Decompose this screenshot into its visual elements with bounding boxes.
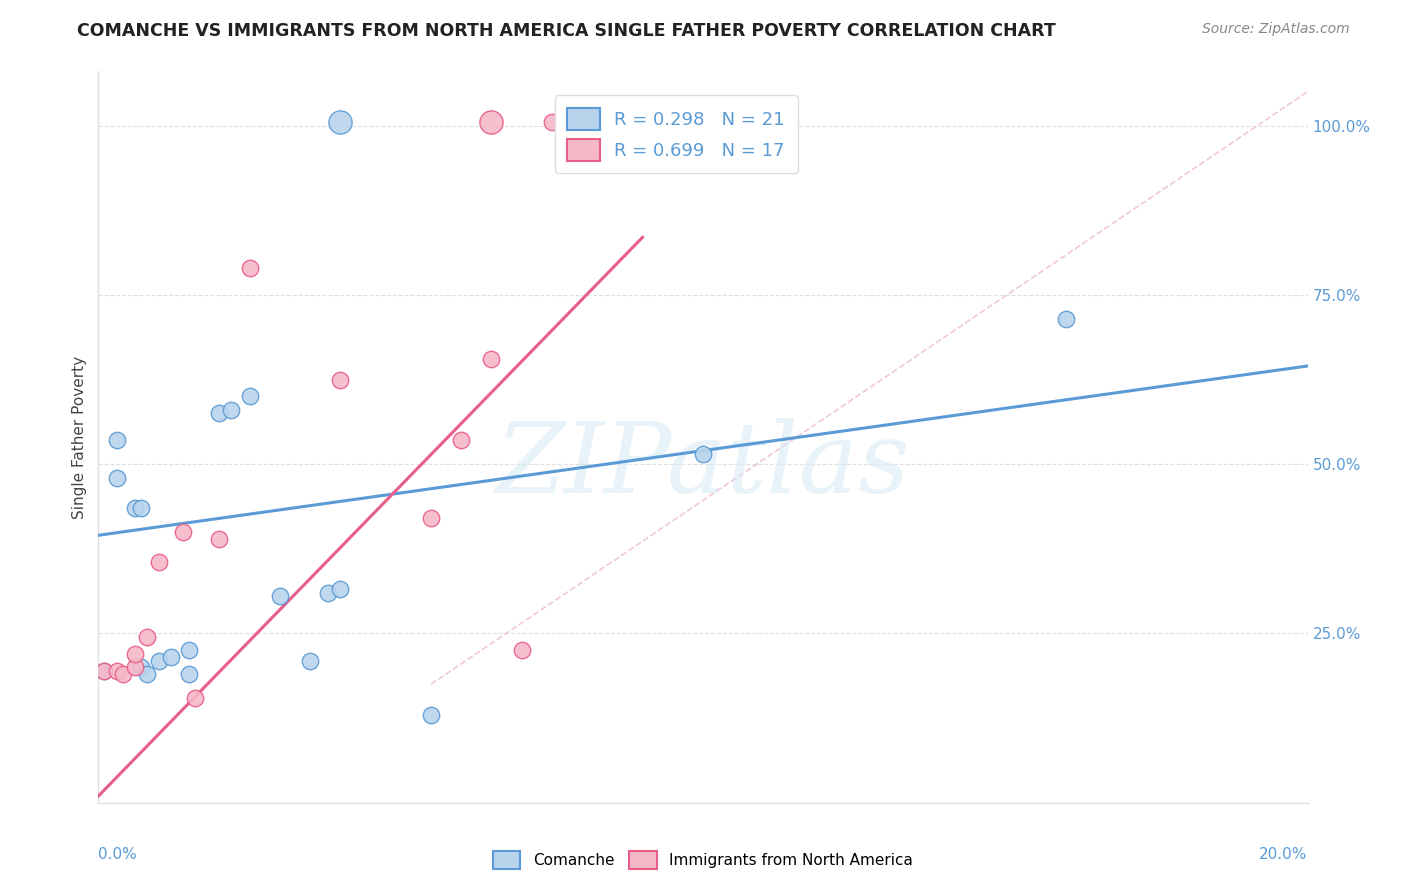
Point [160, 650, 183, 665]
Y-axis label: Single Father Poverty: Single Father Poverty [72, 356, 87, 518]
Point [184, 690, 207, 705]
Point [208, 532, 231, 546]
Point [124, 647, 146, 661]
Point [510, 643, 533, 657]
Point [105, 434, 128, 448]
Point [179, 643, 201, 657]
Point [316, 586, 339, 600]
Point [135, 667, 157, 681]
Point [208, 406, 231, 420]
Text: 0.0%: 0.0% [98, 847, 138, 862]
Point [1054, 311, 1077, 326]
Point [329, 115, 352, 129]
Point [93, 664, 115, 678]
Point [111, 667, 134, 681]
Point [221, 403, 243, 417]
Text: 20.0%: 20.0% [1260, 847, 1308, 862]
Point [269, 589, 291, 603]
Point [105, 471, 128, 485]
Point [299, 654, 322, 668]
Point [129, 660, 152, 674]
Text: Source: ZipAtlas.com: Source: ZipAtlas.com [1202, 22, 1350, 37]
Point [239, 389, 262, 403]
Point [692, 447, 714, 461]
Point [540, 115, 562, 129]
Point [481, 352, 503, 367]
Point [129, 501, 152, 516]
Point [93, 664, 115, 678]
Point [420, 707, 443, 722]
Point [148, 654, 170, 668]
Point [239, 260, 262, 275]
Point [481, 115, 503, 129]
Point [179, 667, 201, 681]
Text: ZIPatlas: ZIPatlas [496, 418, 910, 514]
Point [135, 630, 157, 644]
Legend: Comanche, Immigrants from North America: Comanche, Immigrants from North America [486, 845, 920, 875]
Point [148, 555, 170, 569]
Point [329, 582, 352, 597]
Text: COMANCHE VS IMMIGRANTS FROM NORTH AMERICA SINGLE FATHER POVERTY CORRELATION CHAR: COMANCHE VS IMMIGRANTS FROM NORTH AMERIC… [77, 22, 1056, 40]
Point [124, 660, 146, 674]
Point [105, 664, 128, 678]
Point [329, 372, 352, 386]
Point [450, 434, 472, 448]
Legend: R = 0.298   N = 21, R = 0.699   N = 17: R = 0.298 N = 21, R = 0.699 N = 17 [555, 95, 797, 173]
Point [124, 501, 146, 516]
Point [420, 511, 443, 525]
Point [172, 524, 194, 539]
